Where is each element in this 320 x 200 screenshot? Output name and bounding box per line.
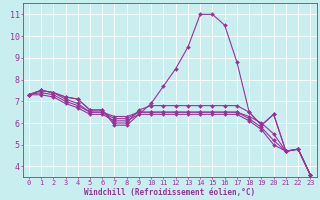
X-axis label: Windchill (Refroidissement éolien,°C): Windchill (Refroidissement éolien,°C) bbox=[84, 188, 255, 197]
